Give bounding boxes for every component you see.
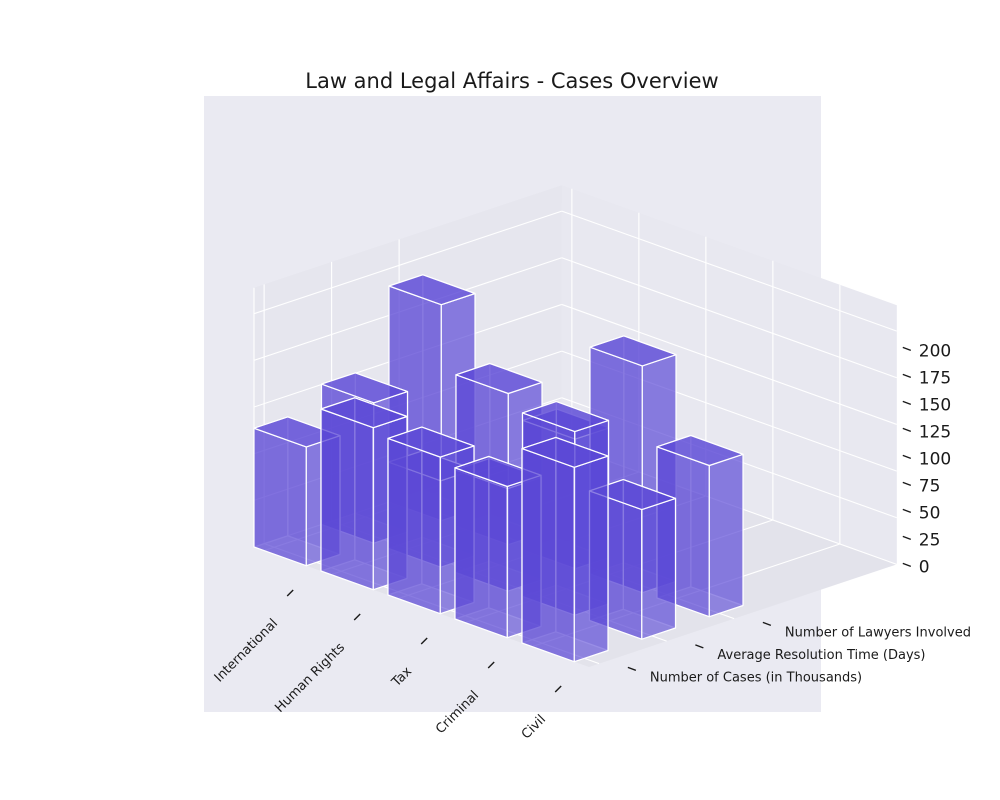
y-tick-label: Number of Lawyers Involved [785, 625, 971, 640]
z-tick-label: 150 [919, 395, 951, 415]
grid-back-z [561, 303, 897, 425]
grid-left-z [253, 210, 562, 315]
z-tick [902, 346, 912, 352]
bar-top-face [589, 335, 677, 367]
z-tick [902, 508, 912, 514]
grid-back-z [561, 257, 897, 379]
bar-top-face [455, 362, 543, 395]
bar-top-face [388, 274, 476, 306]
z-tick-label: 50 [919, 503, 941, 523]
x-tick [420, 637, 428, 645]
y-tick [762, 621, 772, 627]
bar-front-face [253, 427, 307, 567]
bar-front-face [320, 408, 374, 591]
z-tick-label: 75 [919, 476, 941, 496]
chart-title: Law and Legal Affairs - Cases Overview [305, 69, 718, 93]
y-tick [627, 666, 637, 672]
bar-top-face [521, 401, 610, 433]
z-tick [902, 373, 912, 379]
bar-right-face [573, 455, 609, 663]
bar-right-face [641, 497, 677, 640]
bar-top-face [387, 426, 475, 458]
z-tick-label: 100 [919, 449, 951, 469]
z-tick-label: 125 [919, 422, 951, 442]
z-tick-label: 200 [919, 341, 951, 361]
bar-top-face [521, 436, 609, 468]
chart-bars [253, 274, 744, 663]
y-tick [695, 644, 704, 649]
y-tick-label: Number of Cases (in Thousands) [650, 670, 862, 685]
y-tick-label: Average Resolution Time (Days) [717, 648, 925, 663]
z-tick-label: 25 [919, 530, 941, 550]
x-tick [286, 589, 294, 597]
x-tick [487, 661, 495, 669]
bar-right-face [708, 453, 744, 618]
bar-top-face [320, 372, 409, 404]
z-tick-label: 175 [919, 368, 951, 388]
z-tick [902, 454, 912, 460]
bar-top-face [588, 479, 677, 511]
z-tick [902, 400, 912, 406]
z-tick [902, 481, 912, 487]
z-tick [902, 427, 912, 433]
z-tick-label: 0 [919, 557, 930, 577]
x-tick [554, 685, 562, 693]
bar-top-face [656, 434, 744, 467]
bar-front-face [521, 448, 575, 663]
z-tick [902, 535, 912, 541]
bar-front-face [454, 467, 508, 639]
grid-back-z [561, 210, 897, 332]
bar-front-face [387, 437, 441, 615]
bar-top-face [320, 397, 408, 429]
x-tick [353, 613, 361, 621]
bar-civil-metric-0 [521, 436, 609, 663]
z-tick [902, 562, 912, 568]
x-tick-label: Civil [519, 712, 549, 742]
